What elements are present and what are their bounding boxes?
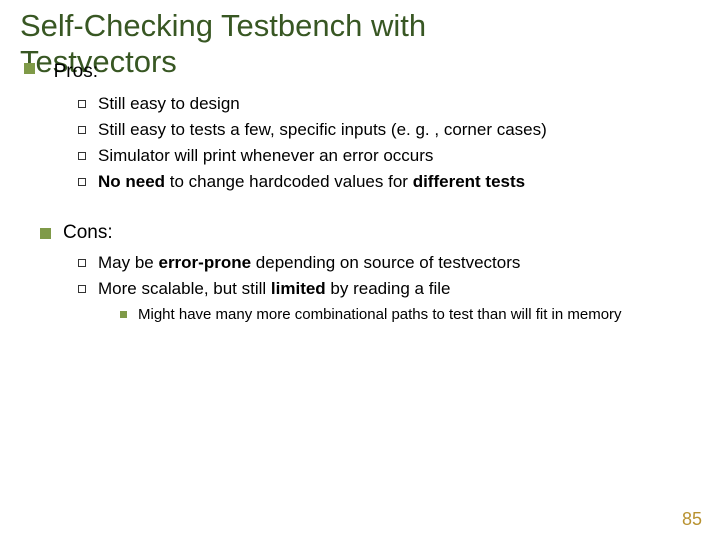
bullet-hollow-icon [78, 285, 86, 293]
cons-item-text: May be error-prone depending on source o… [98, 252, 520, 275]
slide-title: Self-Checking Testbench with Testvectors… [20, 8, 700, 79]
pros-item-text: No need to change hardcoded values for d… [98, 171, 525, 194]
bullet-hollow-icon [78, 152, 86, 160]
list-item: Might have many more combinational paths… [20, 305, 700, 325]
bullet-hollow-icon [78, 178, 86, 186]
plain-text: depending on source of testvectors [251, 253, 520, 272]
bold-text: error-prone [158, 253, 251, 272]
bullet-square-icon [24, 63, 35, 74]
list-item: No need to change hardcoded values for d… [20, 171, 700, 194]
pros-item-text: Still easy to tests a few, specific inpu… [98, 119, 547, 142]
list-item: Simulator will print whenever an error o… [20, 145, 700, 168]
bold-text: No need [98, 172, 165, 191]
bullet-hollow-icon [78, 126, 86, 134]
plain-text: to change hardcoded values for [165, 172, 413, 191]
bold-text: different tests [413, 172, 525, 191]
plain-text: More scalable, but still [98, 279, 271, 298]
plain-text: May be [98, 253, 158, 272]
pros-item-text: Simulator will print whenever an error o… [98, 145, 433, 168]
plain-text: by reading a file [326, 279, 451, 298]
cons-heading-row: Cons: [20, 222, 700, 244]
page-number: 85 [682, 509, 702, 530]
bullet-hollow-icon [78, 259, 86, 267]
bullet-square-icon [40, 228, 51, 239]
cons-heading: Cons: [63, 222, 113, 244]
bullet-hollow-icon [78, 100, 86, 108]
cons-subitem-text: Might have many more combinational paths… [138, 305, 622, 325]
list-item: Still easy to design [20, 93, 700, 116]
title-line1: Self-Checking Testbench with [20, 8, 426, 43]
bold-text: limited [271, 279, 326, 298]
list-item: More scalable, but still limited by read… [20, 278, 700, 301]
pros-item-text: Still easy to design [98, 93, 240, 116]
pros-heading: Pros: [54, 61, 98, 82]
cons-item-text: More scalable, but still limited by read… [98, 278, 450, 301]
list-item: Still easy to tests a few, specific inpu… [20, 119, 700, 142]
bullet-square-icon [120, 311, 127, 318]
list-item: May be error-prone depending on source o… [20, 252, 700, 275]
